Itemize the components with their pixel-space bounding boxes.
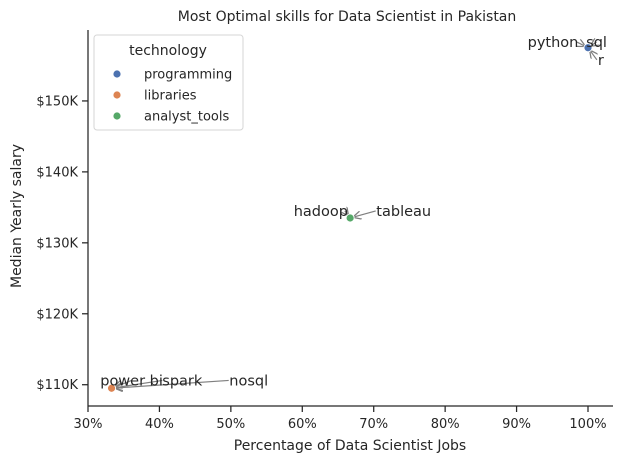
annotation-arrow <box>591 42 597 46</box>
point-annotations: python sql r hadoop tableau power bi spark nosq… <box>100 35 607 389</box>
annotation-spark: spark <box>162 373 203 389</box>
annotation-r: r <box>598 53 604 69</box>
legend-label: programming <box>144 68 232 83</box>
y-tick-label: $140K <box>36 165 78 180</box>
axes <box>87 30 613 407</box>
x-tick-label: 40% <box>145 417 174 432</box>
data-point-nosql <box>107 383 116 393</box>
annotation-arrow <box>115 379 163 387</box>
y-tick-label: $130K <box>36 236 78 251</box>
chart-title: Most Optimal skills for Data Scientist i… <box>178 9 517 25</box>
x-tick-label: 60% <box>288 417 317 432</box>
y-tick-label: $150K <box>36 94 78 109</box>
legend-entries: programming libraries analyst_tools <box>113 68 232 125</box>
annotation-hadoop: hadoop <box>294 204 348 220</box>
legend-title: technology <box>129 43 207 59</box>
legend-marker <box>113 91 121 99</box>
annotation-nosql: nosql <box>229 373 268 389</box>
y-axis-label: Median Yearly salary <box>9 144 25 288</box>
annotation-arrow <box>115 379 229 388</box>
x-tick-label: 80% <box>431 417 460 432</box>
legend-label: analyst_tools <box>144 110 229 125</box>
y-tick-label: $120K <box>36 307 78 322</box>
x-axis-label: Percentage of Data Scientist Jobs <box>234 438 466 454</box>
x-tick-label: 100% <box>569 417 606 432</box>
annotation-python: python <box>528 35 579 51</box>
legend-frame <box>93 34 244 131</box>
x-tick-label: 50% <box>216 417 245 432</box>
legend-marker <box>113 70 121 78</box>
annotation-arrow <box>577 42 585 46</box>
data-points <box>107 43 593 393</box>
x-tick-label: 90% <box>502 417 531 432</box>
annotation-arrows <box>115 42 597 388</box>
annotation-sql: sql <box>586 35 607 51</box>
y-axis-ticks: $110K $120K $130K $140K $150K <box>36 94 88 393</box>
data-point-tableau <box>345 213 355 223</box>
annotation-tableau: tableau <box>376 204 431 220</box>
annotation-arrow <box>590 51 597 61</box>
x-axis-ticks: 30% 40% 50% 60% 70% 80% 90% 100% <box>74 406 607 432</box>
y-tick-label: $110K <box>36 378 78 393</box>
data-point-r <box>583 43 593 53</box>
annotation-arrow <box>354 210 376 217</box>
legend-marker <box>113 112 121 120</box>
legend: technology programming libraries analyst_t… <box>93 34 244 131</box>
x-tick-label: 70% <box>359 417 388 432</box>
annotation-power-bi: power bi <box>100 373 163 389</box>
legend-label: libraries <box>144 89 197 104</box>
x-tick-label: 30% <box>74 417 103 432</box>
